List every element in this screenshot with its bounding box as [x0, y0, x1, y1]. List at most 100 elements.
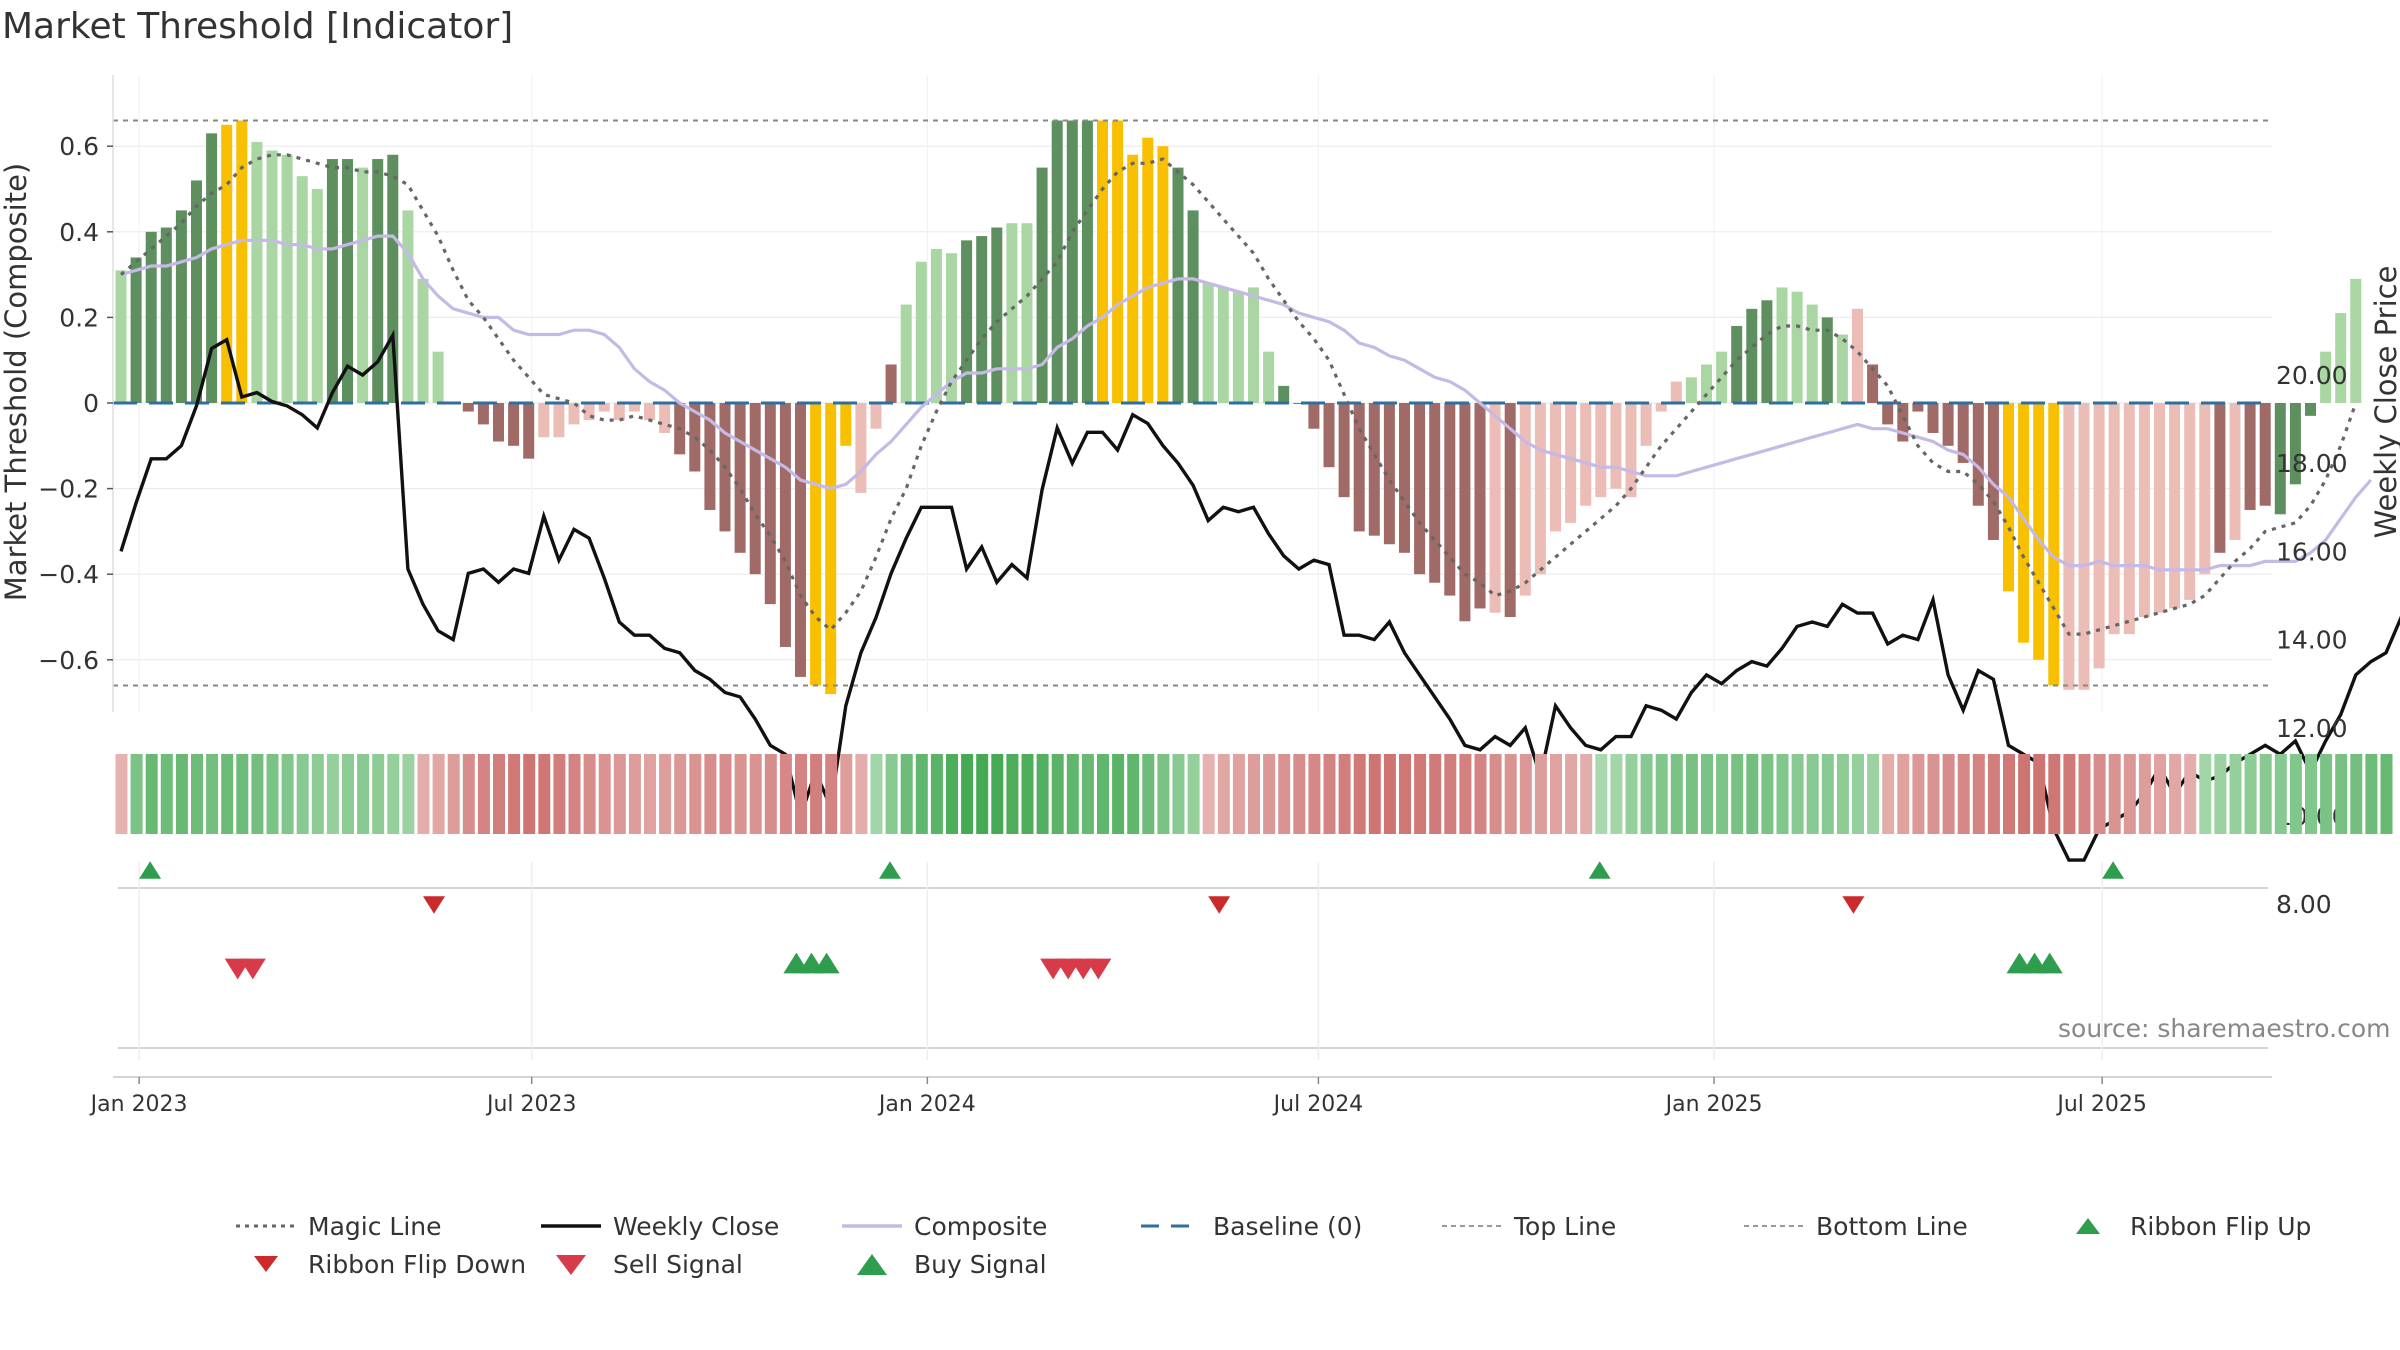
ribbon-cell: [2048, 754, 2061, 834]
ribbon-cell: [311, 754, 324, 834]
ribbon-cell: [900, 754, 913, 834]
ribbon-cell: [1308, 754, 1321, 834]
composite-bar: [915, 261, 927, 403]
composite-bar: [311, 189, 323, 403]
composite-bar: [1565, 403, 1577, 523]
signal-rows: [113, 861, 2272, 1078]
legend-item-close: Weekly Close: [537, 1208, 779, 1244]
ribbon-cell: [1489, 754, 1502, 834]
ribbon-cell: [961, 754, 974, 834]
ribbon-cell: [2123, 754, 2136, 834]
ribbon-cell: [1897, 754, 1910, 834]
ribbon-cell: [2274, 754, 2287, 834]
legend-item-top: Top Line: [1438, 1208, 1616, 1244]
right-tick-label: 16.00: [2276, 537, 2348, 566]
ribbon-cell: [583, 754, 596, 834]
ribbon-cell: [387, 754, 400, 834]
composite-bar: [1459, 403, 1471, 622]
ribbon-cell: [991, 754, 1004, 834]
source-note: source: sharemaestro.com: [2058, 1014, 2391, 1043]
legend-item-buy: Buy Signal: [838, 1246, 1047, 1282]
composite-bar: [2078, 403, 2090, 690]
ribbon-cell: [2003, 754, 2015, 834]
ribbon-cell: [1746, 754, 1759, 834]
ribbon-cell: [2229, 754, 2242, 834]
composite-bar: [2199, 403, 2211, 575]
ribbon-cell: [1142, 754, 1155, 834]
composite-bar: [1353, 403, 1365, 532]
ribbon-cell: [191, 754, 203, 834]
composite-bar: [976, 236, 988, 403]
legend-label: Bottom Line: [1816, 1211, 1968, 1241]
composite-bar: [1625, 403, 1637, 498]
ribbon-flip-up-marker: [879, 861, 901, 879]
ribbon-cell: [1882, 754, 1895, 834]
composite-bar: [855, 403, 867, 493]
legend-item-composite: Composite: [838, 1208, 1047, 1244]
ribbon-cell: [2078, 754, 2091, 834]
ribbon-cell: [1957, 754, 1970, 834]
composite-bar: [357, 167, 369, 403]
composite-bar: [930, 248, 942, 403]
composite-bar: [236, 120, 248, 404]
axes-layer: 0.6 0.4 0.2 0 −0.2 −0.4 −0.6 20.00 18.00 16.00 14.…: [0, 75, 2400, 919]
composite-bar: [2305, 403, 2316, 416]
legend-swatch-top: [1442, 1225, 1502, 1227]
composite-bar: [2018, 403, 2030, 643]
x-tick-label: Jan 2025: [1664, 1092, 1763, 1117]
ribbon-cell: [508, 754, 521, 834]
composite-bar: [296, 176, 308, 403]
ribbon-flip-up-marker: [139, 861, 162, 879]
ribbon-cell: [1806, 754, 1819, 834]
composite-bar: [764, 403, 776, 605]
ribbon-cell: [1474, 754, 1487, 834]
ribbon-cell: [1912, 754, 1925, 834]
composite-bar: [1519, 403, 1531, 596]
y-axis-label-left: Market Threshold (Composite): [0, 163, 33, 601]
composite-bar: [538, 403, 550, 438]
composite-bar: [2214, 403, 2226, 553]
composite-bar: [1640, 403, 1652, 446]
composite-bar: [840, 403, 852, 446]
ribbon-cell: [885, 754, 898, 834]
composite-bar: [1580, 403, 1592, 506]
composite-bar: [1021, 223, 1033, 403]
composite-bar: [2169, 403, 2181, 609]
ribbon-cell: [2214, 754, 2227, 834]
ribbon-cell: [2199, 754, 2212, 834]
composite-bar: [2154, 403, 2165, 613]
ribbon-flip-up-marker: [2102, 861, 2125, 879]
composite-bar: [2063, 403, 2075, 690]
composite-bar: [372, 159, 384, 403]
ribbon-cell: [447, 754, 460, 834]
composite-bar: [1248, 287, 1259, 403]
ribbon-cell: [2380, 754, 2393, 834]
ribbon-cell: [2365, 754, 2378, 834]
ribbon-cell: [1550, 754, 1562, 834]
ribbon-cell: [1836, 754, 1849, 834]
composite-bar: [1716, 351, 1728, 403]
legend-label: Sell Signal: [613, 1249, 743, 1279]
ribbon-cell: [326, 754, 339, 834]
ribbon-cell: [342, 754, 354, 834]
ribbon-cell: [2138, 754, 2151, 834]
ribbon-cell: [477, 754, 490, 834]
ribbon-cell: [266, 754, 279, 834]
ribbon-cell: [372, 754, 385, 834]
legend-swatch-bottom: [1744, 1225, 1804, 1227]
left-tick-label: 0: [83, 389, 99, 418]
composite-bar: [2289, 403, 2301, 485]
composite-bar: [130, 257, 142, 403]
composite-bar: [1731, 325, 1743, 403]
composite-bar: [2259, 403, 2271, 506]
composite-bar: [432, 351, 444, 403]
composite-bar: [191, 180, 202, 403]
ribbon-cell: [1670, 754, 1683, 834]
composite-bar: [734, 403, 746, 553]
composite-bar: [2274, 403, 2286, 515]
composite-bar: [1957, 403, 1969, 463]
ribbon-cell: [1761, 754, 1774, 834]
ribbon-cell: [704, 754, 717, 834]
composite-bar: [1655, 403, 1667, 412]
ribbon-cell: [1338, 754, 1351, 834]
